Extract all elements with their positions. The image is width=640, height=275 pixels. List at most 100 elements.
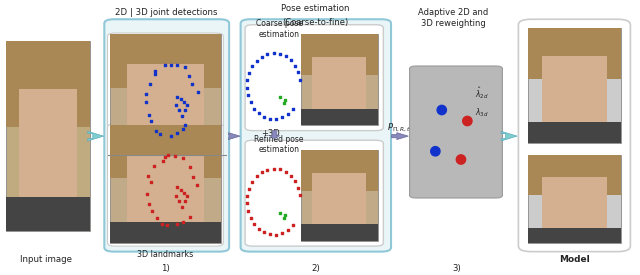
Point xyxy=(155,132,165,136)
Bar xyxy=(127,155,204,232)
Point xyxy=(271,232,282,237)
Bar xyxy=(110,125,221,178)
Bar xyxy=(110,34,221,153)
Point xyxy=(141,100,152,104)
Point xyxy=(288,107,298,112)
Point xyxy=(173,108,184,113)
Point xyxy=(186,215,196,220)
Text: Refined pose
estimation: Refined pose estimation xyxy=(254,135,304,154)
Point xyxy=(179,191,189,195)
Bar xyxy=(301,224,378,241)
FancyArrow shape xyxy=(269,131,280,139)
Text: 2D landmarks: 2D landmarks xyxy=(137,161,193,170)
FancyBboxPatch shape xyxy=(518,19,630,252)
Bar xyxy=(528,28,621,79)
Point xyxy=(184,74,195,79)
Point xyxy=(253,227,264,231)
Point xyxy=(193,90,204,94)
FancyArrow shape xyxy=(228,133,240,140)
Point xyxy=(143,174,153,178)
Point xyxy=(145,82,156,86)
Point xyxy=(242,201,252,206)
Point xyxy=(145,180,156,185)
Point xyxy=(257,170,267,174)
FancyBboxPatch shape xyxy=(241,19,391,252)
Point xyxy=(170,154,180,159)
Point xyxy=(186,165,196,169)
Point xyxy=(283,227,293,232)
Point xyxy=(244,71,254,75)
Bar xyxy=(528,155,621,243)
Point xyxy=(253,111,264,116)
Text: 1): 1) xyxy=(161,265,170,273)
Bar xyxy=(312,57,366,116)
Bar xyxy=(301,34,378,125)
Point xyxy=(150,72,160,76)
Point xyxy=(152,215,162,220)
Point xyxy=(171,103,181,107)
Point xyxy=(182,194,192,198)
FancyArrow shape xyxy=(392,133,408,140)
Point xyxy=(288,223,298,227)
Point xyxy=(280,170,291,174)
Text: $P_{\Pi,R,t}$: $P_{\Pi,R,t}$ xyxy=(387,122,412,134)
Point xyxy=(187,82,197,87)
Text: $\lambda_{3d}$: $\lambda_{3d}$ xyxy=(475,106,488,119)
Point xyxy=(277,115,287,120)
Point xyxy=(247,180,257,184)
Point xyxy=(290,179,300,184)
Point xyxy=(172,185,182,190)
Point xyxy=(259,115,269,119)
Point xyxy=(242,86,252,90)
Point xyxy=(243,93,253,98)
Text: (Coarse-to-fine): (Coarse-to-fine) xyxy=(282,18,349,26)
Point xyxy=(295,193,305,197)
Point xyxy=(243,209,253,213)
Bar xyxy=(528,122,621,143)
Point xyxy=(142,192,152,196)
Point xyxy=(243,194,253,198)
Bar xyxy=(301,150,378,191)
Point xyxy=(285,174,296,178)
Point xyxy=(180,108,190,113)
Point xyxy=(249,222,259,226)
Point xyxy=(159,63,170,68)
FancyBboxPatch shape xyxy=(104,19,229,252)
Point xyxy=(151,128,161,133)
Point xyxy=(275,210,285,215)
Text: Adaptive 2D and
3D reweighting: Adaptive 2D and 3D reweighting xyxy=(418,8,488,28)
Text: 3D landmarks: 3D landmarks xyxy=(137,250,193,259)
Text: Pose estimation: Pose estimation xyxy=(281,4,350,13)
Bar xyxy=(19,89,77,212)
Point xyxy=(277,231,287,235)
Bar xyxy=(127,64,204,141)
Point xyxy=(244,186,254,191)
Bar xyxy=(6,41,90,127)
Bar xyxy=(528,155,621,195)
Point xyxy=(290,64,300,68)
Point xyxy=(243,78,253,82)
Bar xyxy=(301,150,378,241)
Point xyxy=(265,117,275,121)
Point xyxy=(148,164,159,169)
Point xyxy=(252,174,262,179)
Point xyxy=(269,51,279,55)
FancyArrow shape xyxy=(501,131,517,141)
Point xyxy=(163,153,173,158)
Point xyxy=(259,230,269,235)
Point xyxy=(436,108,447,112)
Bar xyxy=(110,222,221,243)
Bar xyxy=(110,125,221,243)
Text: $\hat{\lambda}_{2d}$: $\hat{\lambda}_{2d}$ xyxy=(475,86,489,101)
Point xyxy=(144,112,154,117)
Point xyxy=(175,188,186,192)
Bar xyxy=(6,41,90,231)
Bar xyxy=(6,197,90,231)
Text: Input image: Input image xyxy=(20,255,72,264)
Point xyxy=(175,97,186,101)
Point xyxy=(172,222,182,226)
Point xyxy=(245,100,255,104)
FancyBboxPatch shape xyxy=(108,33,223,155)
Text: +3D: +3D xyxy=(260,129,280,138)
Point xyxy=(172,63,182,67)
